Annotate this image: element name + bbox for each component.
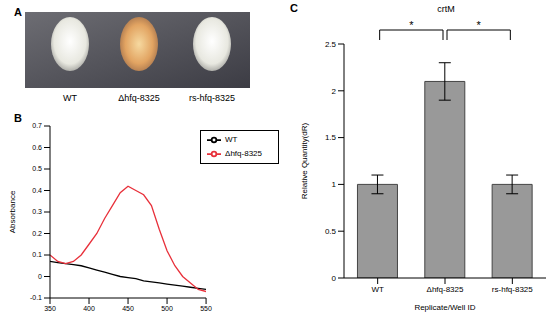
svg-text:Absorbance: Absorbance: [8, 190, 17, 233]
html-text:C: C: [290, 2, 298, 14]
svg-text:2: 2: [332, 87, 337, 96]
svg-text:Relative Quantity(dR): Relative Quantity(dR): [300, 122, 309, 199]
svg-text:Δhfq-8325: Δhfq-8325: [427, 285, 464, 294]
svg-text:450: 450: [122, 305, 134, 312]
svg-text:0.7: 0.7: [32, 122, 42, 129]
svg-text:350: 350: [44, 305, 56, 312]
svg-text:2.5: 2.5: [325, 40, 337, 49]
svg-text:0.2: 0.2: [32, 230, 42, 237]
html-text:Δhfq-8325: Δhfq-8325: [225, 149, 262, 159]
svg-text:-0.1: -0.1: [30, 294, 42, 301]
svg-text:0.6: 0.6: [32, 144, 42, 151]
html-text:crtM: crtM: [437, 4, 455, 14]
html-text:WT: WT: [225, 135, 238, 145]
svg-text:0.5: 0.5: [32, 165, 42, 172]
svg-text:1.5: 1.5: [325, 133, 337, 142]
svg-text:0.3: 0.3: [32, 208, 42, 215]
svg-text:550: 550: [200, 305, 212, 312]
svg-text:0.1: 0.1: [32, 251, 42, 258]
svg-text:WT: WT: [63, 93, 77, 103]
svg-text:*: *: [477, 19, 482, 31]
svg-text:0.4: 0.4: [32, 187, 42, 194]
svg-text:0: 0: [332, 274, 337, 283]
svg-text:Δhfq-8325: Δhfq-8325: [118, 93, 160, 103]
svg-text:0.5: 0.5: [325, 227, 337, 236]
svg-text:1: 1: [332, 180, 337, 189]
svg-text:400: 400: [83, 305, 95, 312]
svg-text:*: *: [409, 19, 414, 31]
svg-text:500: 500: [161, 305, 173, 312]
svg-text:rs-hfq-8325: rs-hfq-8325: [492, 285, 533, 294]
svg-text:Replicate/Well ID: Replicate/Well ID: [414, 303, 475, 312]
svg-text:0: 0: [38, 273, 42, 280]
svg-text:A: A: [14, 6, 22, 18]
svg-text:rs-hfq-8325: rs-hfq-8325: [189, 93, 235, 103]
html-text:B: B: [14, 112, 22, 124]
svg-text:WT: WT: [371, 285, 384, 294]
